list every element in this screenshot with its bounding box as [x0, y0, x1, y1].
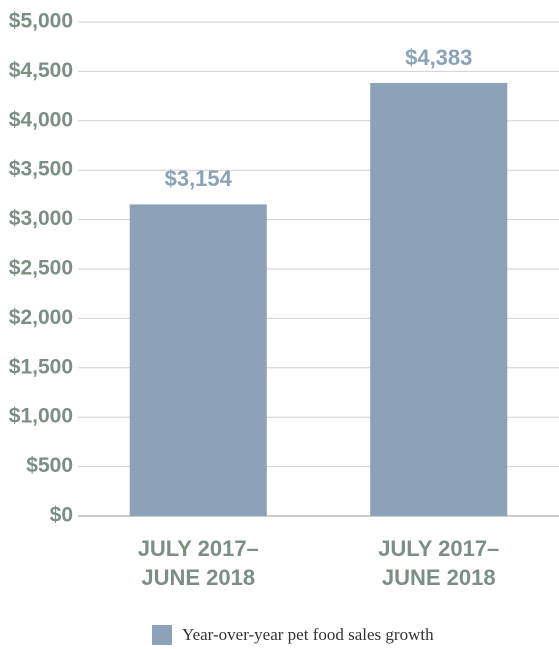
bar — [370, 82, 508, 517]
y-tick-label: $0 — [50, 504, 73, 527]
y-tick-label: $1,500 — [9, 355, 73, 378]
y-tick-label: $3,500 — [9, 158, 73, 181]
value-label: $4,383 — [405, 45, 472, 70]
value-label: $3,154 — [165, 166, 233, 191]
x-tick-label: JULY 2017– JUNE 2018 — [137, 536, 259, 590]
y-tick-label: $1,000 — [9, 405, 73, 428]
y-tick-label: $3,000 — [9, 207, 73, 230]
y-tick-label: $2,500 — [9, 257, 73, 280]
y-tick-label: $2,000 — [9, 306, 73, 329]
bar — [129, 204, 267, 516]
y-tick-label: $500 — [26, 454, 73, 477]
x-tick-label: JULY 2017– JUNE 2018 — [378, 536, 500, 590]
y-tick-label: $4,500 — [9, 59, 73, 82]
y-tick-label: $4,000 — [9, 108, 73, 131]
y-tick-label: $5,000 — [9, 10, 73, 33]
legend-swatch — [152, 625, 172, 645]
legend-label: Year-over-year pet food sales growth — [182, 625, 434, 644]
